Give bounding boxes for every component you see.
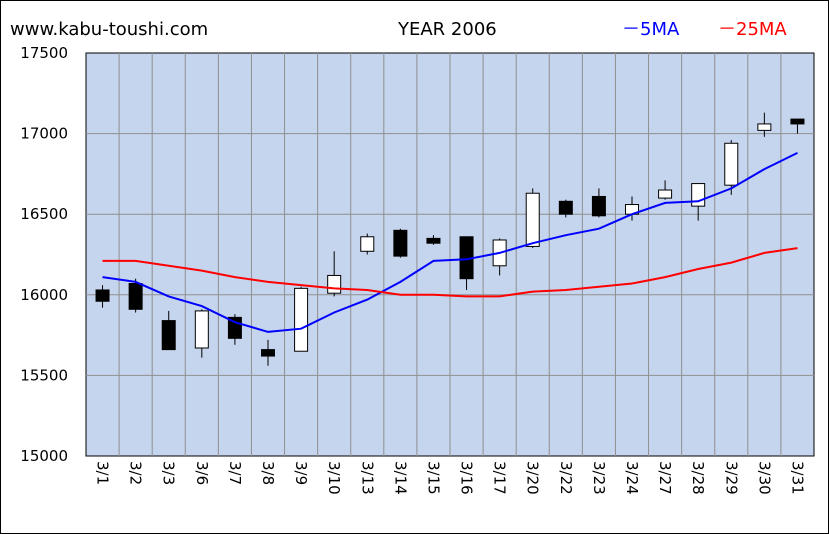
candle-body (724, 142, 739, 186)
candlesticks (95, 112, 805, 366)
x-tick-label: 3/16 (458, 461, 476, 495)
candle-body (161, 320, 176, 351)
x-tick-label: 3/23 (590, 461, 608, 495)
legend-5ma: －5MA (622, 19, 680, 40)
x-tick-label: 3/28 (689, 461, 707, 495)
candle-body (525, 192, 540, 247)
x-tick-label: 3/3 (160, 461, 178, 485)
y-axis: 15000 15500 16000 16500 17000 17500 (20, 44, 68, 465)
x-tick-label: 3/9 (292, 461, 310, 485)
candle-body (591, 195, 606, 217)
x-axis: 3/1 3/2 3/3 3/6 3/7 3/8 3/9 3/10 3/13 3/14 3/15 3/1… (94, 461, 807, 495)
x-tick-label: 3/29 (722, 461, 740, 495)
candle-body (360, 236, 375, 252)
x-tick-label: 3/24 (623, 461, 641, 495)
candle-body (393, 229, 408, 257)
y-tick-label: 17500 (20, 44, 68, 62)
candle-body (757, 123, 772, 131)
series-line-25ma (102, 247, 798, 298)
x-tick-label: 3/13 (358, 461, 376, 495)
y-tick-label: 17000 (20, 125, 68, 143)
grid-lines (86, 53, 814, 456)
y-tick-label: 15500 (20, 366, 68, 384)
candle-body (261, 349, 275, 357)
x-tick-label: 3/22 (557, 461, 575, 495)
series-line-5ma (102, 152, 798, 333)
x-tick-label: 3/30 (755, 461, 773, 495)
chart-title: YEAR 2006 (397, 19, 497, 40)
legend-25ma: －25MA (718, 19, 787, 40)
y-tick-label: 16500 (20, 205, 68, 223)
x-tick-label: 3/20 (524, 461, 542, 495)
site-label: www.kabu-toushi.com (10, 19, 208, 40)
candle-body (691, 183, 706, 207)
x-tick-label: 3/14 (391, 461, 409, 495)
y-tick-label: 15000 (20, 447, 68, 465)
candle-body (558, 200, 573, 215)
x-tick-label: 3/10 (325, 461, 343, 495)
candle-body (294, 287, 309, 352)
x-tick-label: 3/31 (788, 461, 806, 495)
candle-body (790, 118, 805, 125)
x-tick-label: 3/6 (193, 461, 211, 485)
candle-body (95, 289, 110, 302)
candle-body (327, 274, 342, 294)
moving-average-lines (102, 152, 798, 333)
x-tick-label: 3/15 (424, 461, 442, 495)
x-tick-label: 3/8 (259, 461, 277, 485)
x-tick-label: 3/27 (656, 461, 674, 495)
candle-body (128, 283, 143, 310)
x-tick-label: 3/7 (226, 461, 244, 485)
candle-body (194, 310, 209, 349)
x-tick-label: 3/17 (491, 461, 509, 495)
x-tick-label: 3/2 (127, 461, 145, 485)
y-tick-label: 16000 (20, 286, 68, 304)
candle-body (658, 189, 673, 199)
x-tick-label: 3/1 (94, 461, 112, 485)
candle-body (426, 237, 441, 244)
